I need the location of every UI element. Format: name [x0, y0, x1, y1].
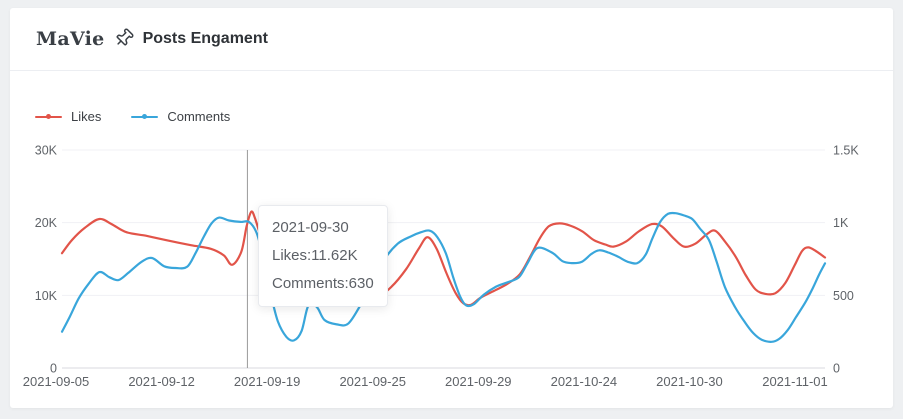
- y-axis-right-tick: 1K: [833, 216, 849, 230]
- legend-item-likes[interactable]: Likes: [35, 109, 101, 124]
- chart-legend: Likes Comments: [35, 109, 230, 124]
- y-axis-right-tick: 500: [833, 289, 854, 303]
- y-axis-right-tick: 0: [833, 362, 840, 376]
- x-axis-label[interactable]: 2021-09-19: [234, 374, 301, 389]
- brand-name: MaVie: [36, 28, 105, 50]
- engagement-card: MaVie Posts Engament Likes Comments 30K 1.…: [10, 8, 893, 408]
- x-axis-label[interactable]: 2021-11-01: [762, 374, 828, 389]
- x-axis-label[interactable]: 2021-09-12: [128, 374, 195, 389]
- x-axis-label[interactable]: 2021-09-05: [23, 374, 90, 389]
- x-axis-label[interactable]: 2021-09-25: [339, 374, 406, 389]
- x-axis-label[interactable]: 2021-10-24: [551, 374, 618, 389]
- card-header: MaVie Posts Engament: [10, 8, 893, 71]
- tooltip-comments-value: Comments:630: [272, 275, 374, 292]
- y-axis-left-tick: 0: [50, 362, 57, 376]
- pushpin-icon: [116, 28, 134, 46]
- y-axis-left-tick: 10K: [35, 289, 58, 303]
- page-title: Posts Engament: [142, 30, 268, 47]
- legend-label: Comments: [167, 109, 231, 124]
- legend-line-marker: [35, 114, 62, 119]
- chart-tooltip: 2021-09-30 Likes:11.62K Comments:630: [258, 205, 388, 307]
- legend-label: Likes: [71, 109, 102, 124]
- legend-line-marker: [131, 114, 159, 119]
- x-axis-label[interactable]: 2021-10-30: [656, 374, 723, 389]
- y-axis-right-tick: 1.5K: [833, 144, 859, 158]
- legend-item-comments[interactable]: Comments: [131, 109, 230, 124]
- x-axis-label[interactable]: 2021-09-29: [445, 374, 512, 389]
- likes-line[interactable]: [60, 210, 827, 307]
- comments-line[interactable]: [60, 211, 827, 343]
- tooltip-date: 2021-09-30: [272, 219, 349, 236]
- tooltip-likes-value: Likes:11.62K: [272, 247, 358, 264]
- y-axis-left-tick: 30K: [35, 144, 58, 158]
- y-axis-left-tick: 20K: [35, 216, 58, 230]
